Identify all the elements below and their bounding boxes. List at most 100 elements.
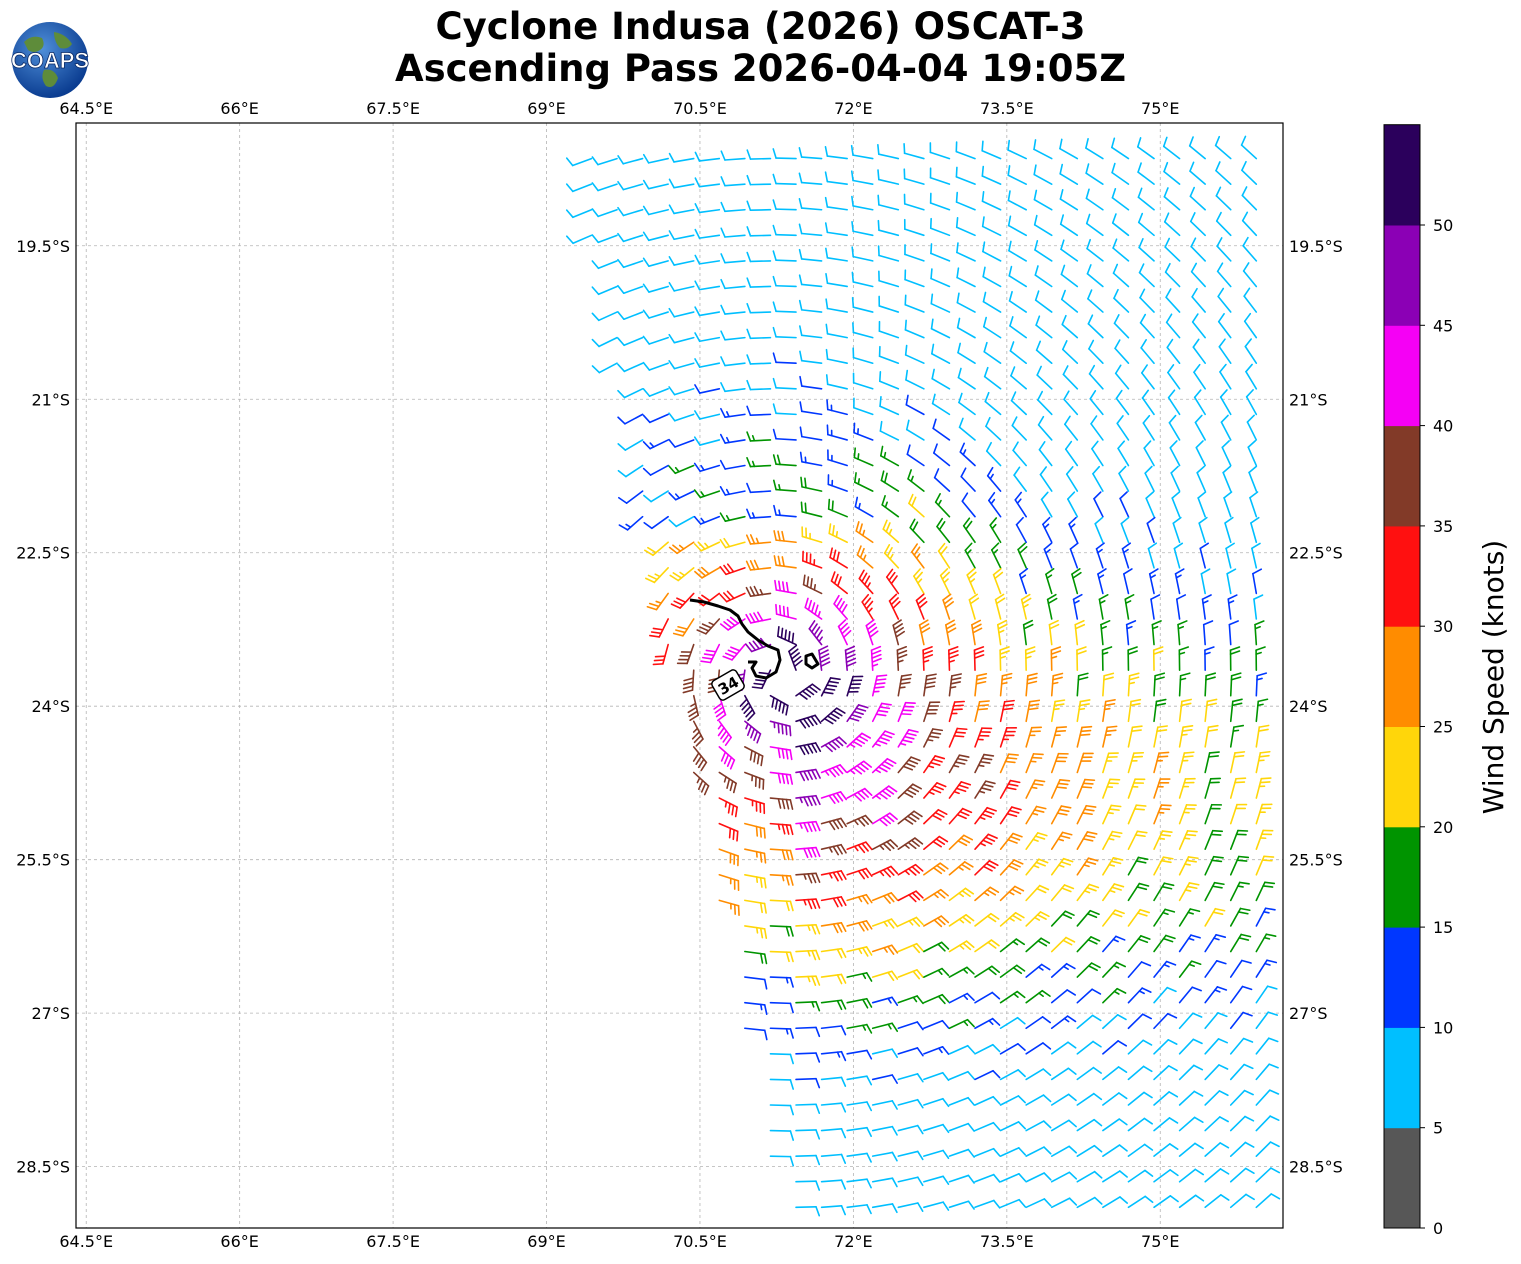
lon-tick-top: 64.5°E bbox=[59, 99, 113, 118]
wind-barb bbox=[1102, 1040, 1128, 1055]
wind-barb bbox=[948, 727, 968, 748]
wind-barb bbox=[1255, 698, 1269, 723]
wind-barb bbox=[1127, 856, 1149, 876]
wind-barb bbox=[644, 541, 669, 557]
wind-barbs bbox=[565, 135, 1281, 1217]
wind-barb bbox=[1229, 933, 1252, 953]
wind-barb bbox=[1111, 137, 1130, 160]
wind-barb bbox=[871, 674, 888, 697]
wind-barb bbox=[1008, 290, 1027, 313]
wind-barb bbox=[718, 848, 739, 867]
wind-barb bbox=[892, 619, 905, 646]
lon-tick-top: 72°E bbox=[834, 99, 872, 118]
wind-barb bbox=[974, 939, 1000, 953]
wind-barb bbox=[617, 336, 644, 347]
wind-barb bbox=[820, 1076, 847, 1087]
colorbar-bin bbox=[1384, 525, 1420, 627]
wind-barb bbox=[1197, 491, 1207, 518]
wind-barb bbox=[1102, 883, 1125, 902]
wind-barb bbox=[1025, 779, 1046, 799]
wind-barb bbox=[856, 545, 874, 569]
wind-barb bbox=[1050, 1197, 1078, 1209]
wind-barb bbox=[1153, 934, 1176, 953]
wind-barb bbox=[974, 780, 996, 799]
wind-barb bbox=[958, 392, 976, 416]
wind-barb bbox=[877, 194, 900, 211]
wind-barb bbox=[798, 274, 823, 288]
wind-barb bbox=[1174, 568, 1185, 595]
wind-barb bbox=[617, 180, 644, 191]
wind-barb bbox=[820, 843, 847, 856]
wind-barb bbox=[1127, 1117, 1154, 1132]
wind-barb bbox=[1200, 568, 1211, 595]
wind-barb bbox=[1229, 803, 1248, 825]
wind-barb bbox=[820, 1179, 847, 1190]
wind-barb bbox=[1148, 568, 1159, 595]
colorbar-label: Wind Speed (knots) bbox=[1477, 540, 1510, 814]
wind-barb bbox=[1142, 414, 1155, 441]
wind-barb bbox=[992, 567, 1004, 595]
lon-tick-bottom: 66°E bbox=[220, 1232, 258, 1251]
wind-barb bbox=[897, 1047, 924, 1057]
wind-barb bbox=[772, 173, 797, 185]
wind-barb bbox=[1050, 752, 1069, 774]
wind-barb bbox=[769, 746, 793, 761]
lon-tick-bottom: 72°E bbox=[834, 1232, 872, 1251]
wind-barb bbox=[939, 568, 951, 595]
wind-barb bbox=[1229, 855, 1250, 876]
wind-barb bbox=[1255, 1167, 1281, 1183]
wind-barb bbox=[795, 683, 821, 700]
wind-barb bbox=[904, 319, 925, 339]
wind-barb bbox=[1116, 415, 1130, 441]
wind-barb bbox=[769, 771, 794, 785]
wind-barb bbox=[897, 701, 916, 723]
wind-barb bbox=[720, 253, 746, 264]
wind-barb bbox=[956, 317, 976, 339]
wind-barb bbox=[974, 1069, 1001, 1081]
wind-barb bbox=[1204, 724, 1219, 748]
wind-barb bbox=[1025, 672, 1038, 697]
wind-barb bbox=[948, 1200, 975, 1210]
wind-barb bbox=[1085, 137, 1104, 160]
wind-barb bbox=[744, 950, 768, 965]
wind-barb bbox=[1102, 1196, 1129, 1209]
wind-barb bbox=[668, 515, 695, 528]
wind-barb bbox=[999, 727, 1018, 748]
wind-barb bbox=[746, 302, 772, 314]
wind-barb bbox=[846, 787, 873, 802]
wind-barb bbox=[1025, 989, 1051, 1004]
wind-barb bbox=[668, 230, 695, 241]
wind-barb bbox=[1223, 491, 1233, 518]
wind-barb bbox=[974, 727, 993, 748]
wind-barb bbox=[746, 149, 772, 160]
wind-barb bbox=[897, 1073, 924, 1083]
wind-barb bbox=[846, 1126, 873, 1138]
lat-tick-left: 28.5°S bbox=[16, 1158, 70, 1177]
wind-barb bbox=[1252, 568, 1263, 595]
wind-barb bbox=[718, 797, 738, 818]
wind-barb bbox=[1009, 341, 1027, 365]
wind-barb bbox=[718, 746, 736, 770]
wind-barb bbox=[1017, 542, 1028, 569]
wind-barb bbox=[795, 1077, 821, 1089]
wind-barb bbox=[903, 193, 925, 211]
wind-barb bbox=[1255, 724, 1270, 748]
wind-barb bbox=[973, 646, 985, 671]
wind-barb bbox=[720, 201, 746, 213]
wind-barb bbox=[1059, 138, 1079, 160]
wind-barb bbox=[668, 464, 695, 475]
wind-barb bbox=[1178, 908, 1201, 927]
wind-barb bbox=[1125, 620, 1137, 646]
wind-barb bbox=[1178, 882, 1200, 902]
wind-barb bbox=[852, 322, 874, 339]
wind-barb bbox=[645, 567, 669, 584]
wind-barb bbox=[1046, 593, 1058, 620]
wind-barb bbox=[1088, 364, 1104, 390]
wind-barb bbox=[646, 592, 669, 611]
wind-barb bbox=[1013, 466, 1027, 492]
wind-barb bbox=[1243, 312, 1258, 339]
lon-tick-top: 69°E bbox=[527, 99, 565, 118]
wind-barb bbox=[744, 822, 766, 839]
wind-barb bbox=[945, 619, 957, 646]
colorbar-tick-label: 15 bbox=[1433, 918, 1453, 937]
